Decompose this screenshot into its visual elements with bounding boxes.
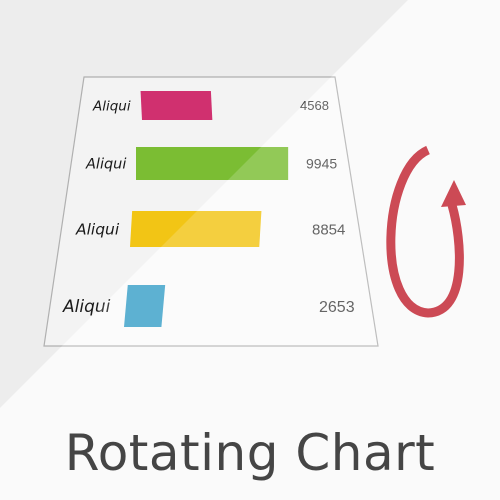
value-label-3: 8854 (312, 221, 345, 238)
chart-title: Rotating Chart (64, 424, 436, 482)
value-label-1: 4568 (300, 98, 329, 113)
category-label-1: Aliqui (92, 98, 131, 114)
bar-3 (130, 211, 262, 247)
category-label-2: Aliqui (85, 157, 126, 173)
category-label-4: Aliqui (62, 297, 111, 317)
bar-2 (136, 147, 289, 180)
value-label-4: 2653 (319, 299, 355, 316)
rotate-arrow-icon (386, 145, 466, 318)
value-label-2: 9945 (306, 156, 337, 172)
bar-4 (124, 285, 166, 327)
bar-1 (140, 91, 213, 120)
category-label-3: Aliqui (75, 221, 120, 239)
